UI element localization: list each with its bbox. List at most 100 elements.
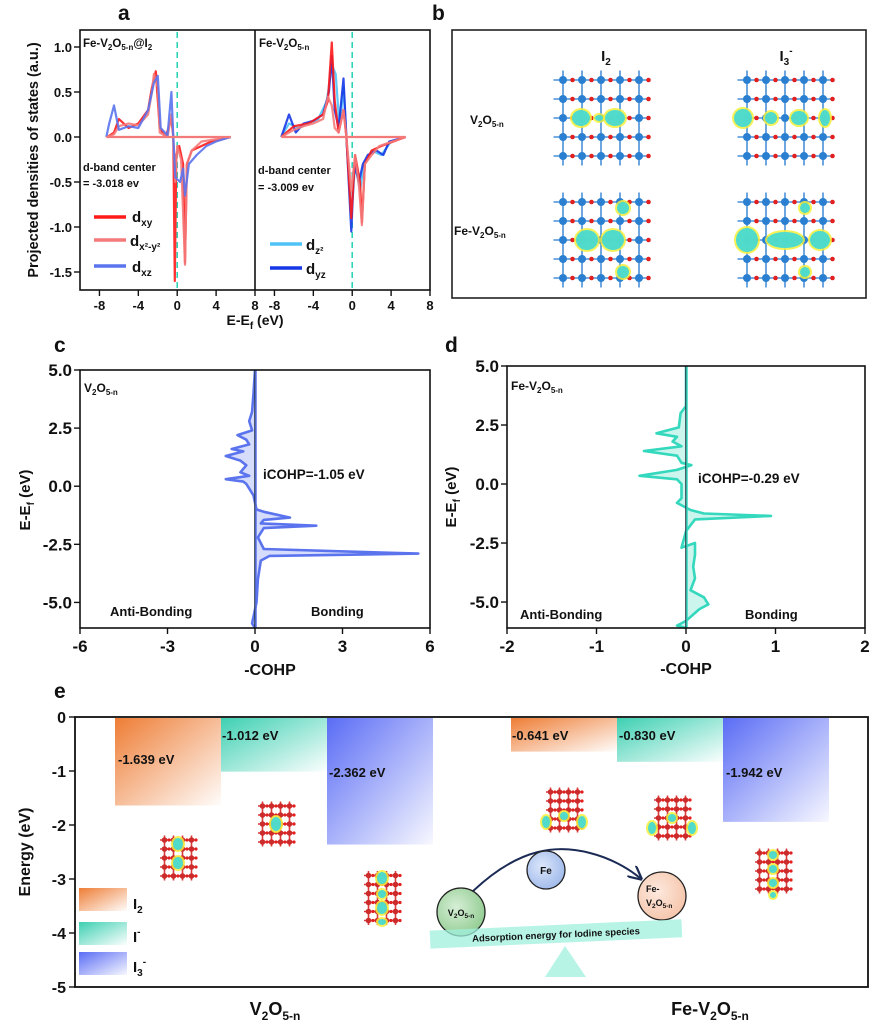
- metal-atom: [682, 806, 689, 812]
- oxygen-atom: [553, 799, 557, 803]
- metal-atom: [574, 798, 581, 804]
- metal-atom: [559, 95, 567, 103]
- oxygen-atom: [292, 831, 296, 835]
- oxygen-atom: [646, 218, 651, 224]
- metal-atom: [664, 824, 671, 830]
- oxygen-atom: [773, 275, 778, 281]
- legend-label-dz2: dz²: [306, 237, 324, 257]
- adsorption-structures: [160, 787, 793, 927]
- charge-depletion: [378, 890, 386, 898]
- oxygen-atom: [661, 834, 665, 838]
- metal-atom: [559, 152, 567, 160]
- y-tick-label: 0.0: [475, 475, 499, 494]
- oxygen-atom: [780, 851, 784, 855]
- crystal-structure: [258, 801, 296, 847]
- cohp-c-axes: -6 -3 0 3 6 5.0 2.5 0.0 -2.5 -5.0: [43, 361, 435, 656]
- metal-atom: [743, 152, 751, 160]
- metal-atom: [800, 95, 808, 103]
- metal-atom: [286, 839, 293, 845]
- metal-atom: [800, 133, 808, 141]
- oxygen-atom: [811, 77, 816, 83]
- oxygen-atom: [792, 134, 797, 140]
- charge-depletion: [769, 851, 777, 859]
- metal-atom: [800, 76, 808, 84]
- x-tick-label: -3: [160, 637, 175, 656]
- oxygen-atom: [754, 115, 759, 121]
- charge-depletion: [602, 230, 624, 250]
- legend-swatch-i2: [79, 888, 127, 911]
- metal-atom: [673, 833, 680, 839]
- col-header-i2: I2: [601, 48, 611, 68]
- metal-atom: [392, 908, 399, 915]
- oxygen-atom: [627, 115, 632, 121]
- energy-frame: [74, 716, 869, 988]
- oxygen-atom: [292, 804, 296, 808]
- oxygen-atom: [570, 199, 575, 205]
- metal-atom: [286, 803, 293, 809]
- oxygen-atom: [283, 813, 287, 817]
- crystal-structure: [553, 70, 651, 166]
- charge-depletion: [820, 110, 830, 126]
- y-tick-label: 2.5: [475, 416, 499, 435]
- y-tick-label: 1.0: [54, 40, 72, 55]
- pdos-axes: -8 -4 0 4 8 -8 -4 0 4 8 1.0 0.5 0.0 -0.5 -1.0 -1.5: [50, 40, 434, 313]
- metal-atom: [559, 133, 567, 141]
- oxygen-atom: [194, 874, 198, 878]
- cohp-d-x-axis-label: -COHP: [660, 661, 712, 678]
- oxygen-atom: [553, 790, 557, 794]
- x-tick-label: -4: [308, 298, 320, 313]
- oxygen-atom: [608, 199, 613, 205]
- oxygen-atom: [789, 851, 793, 855]
- charge-depletion: [810, 231, 830, 249]
- legend-label-i2: I2: [133, 896, 143, 916]
- energy-bar-Fe-V2O5-n-I2: [511, 718, 617, 752]
- energy-bar-label: -1.012 eV: [222, 728, 279, 743]
- x-tick-label: 4: [387, 298, 395, 313]
- legend-swatch-i3-: [79, 952, 127, 975]
- metal-atom: [781, 76, 789, 84]
- pdos-y-axis-label: Projected densities of states (a.u.): [26, 42, 42, 277]
- oxygen-atom: [754, 77, 759, 83]
- dband-right-line1: d-band center: [258, 165, 331, 177]
- charge-depletion: [800, 267, 810, 277]
- metal-atom: [365, 890, 372, 897]
- oxygen-atom: [398, 882, 402, 887]
- x-tick-label: 2: [860, 637, 869, 656]
- oxygen-atom: [754, 96, 759, 102]
- metal-atom: [762, 76, 770, 84]
- metal-atom: [259, 812, 266, 818]
- fe-circle: [526, 850, 566, 890]
- oxygen-atom: [608, 153, 613, 159]
- oxygen-atom: [830, 275, 835, 281]
- metal-atom: [392, 872, 399, 879]
- oxygen-atom: [389, 918, 393, 923]
- cohp-d-bonding-label: Bonding: [745, 607, 798, 622]
- row-header-v2o5: V2O5-n: [470, 113, 504, 129]
- metal-atom: [682, 833, 689, 839]
- row-header-fe-v2o5: Fe-V2O5-n: [454, 224, 506, 240]
- oxygen-atom: [811, 96, 816, 102]
- y-tick-label: 0: [57, 710, 66, 727]
- oxygen-atom: [780, 860, 784, 864]
- charge-depletion: [791, 111, 807, 125]
- oxygen-atom: [608, 96, 613, 102]
- oxygen-atom: [185, 865, 189, 869]
- metal-atom: [819, 274, 827, 282]
- oxygen-atom: [562, 790, 566, 794]
- energy-bar-V2O5-n-I2: [115, 718, 221, 806]
- oxygen-atom: [773, 256, 778, 262]
- metal-atom: [597, 152, 605, 160]
- oxygen-atom: [371, 900, 375, 905]
- x-tick-label: -8: [94, 298, 106, 313]
- panel-label-e: e: [54, 680, 66, 703]
- oxygen-atom: [371, 918, 375, 923]
- x-tick-label: 8: [251, 298, 258, 313]
- oxygen-atom: [265, 840, 269, 844]
- metal-atom: [756, 877, 763, 883]
- metal-atom: [578, 76, 586, 84]
- oxygen-atom: [679, 816, 683, 820]
- metal-atom: [547, 798, 554, 804]
- oxygen-atom: [562, 799, 566, 803]
- metal-atom: [578, 217, 586, 225]
- metal-atom: [819, 198, 827, 206]
